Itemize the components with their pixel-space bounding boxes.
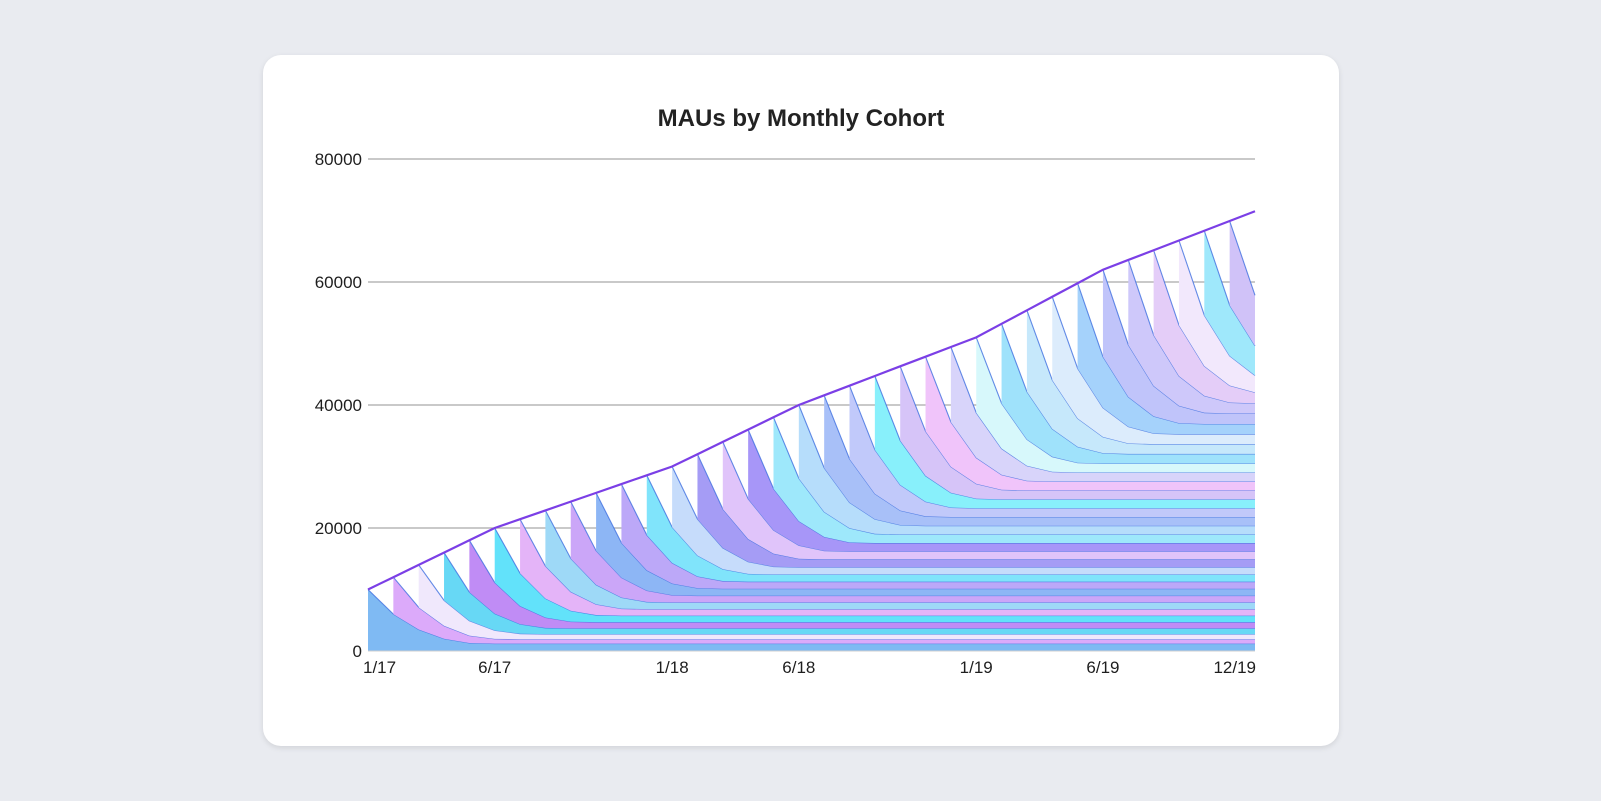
cohort-band — [646, 475, 1255, 582]
y-tick-label: 60000 — [315, 273, 362, 292]
x-tick-label: 6/19 — [1086, 658, 1119, 677]
cohort-area-chart: 0 20000 40000 60000 80000 1/17 6/17 1/18 6/18 1/1… — [315, 150, 1256, 677]
y-tick-label: 0 — [353, 642, 362, 661]
cohort-band — [494, 528, 1255, 623]
x-tick-label: 6/18 — [782, 658, 815, 677]
cohort-band — [621, 484, 1255, 589]
y-tick-label: 40000 — [315, 396, 362, 415]
cohort-edge-line — [1229, 220, 1256, 296]
x-tick-label: 6/17 — [478, 658, 511, 677]
cohort-band — [773, 417, 1255, 544]
cohort-band — [1229, 221, 1255, 346]
cohort-band — [672, 466, 1255, 575]
cohort-band — [748, 429, 1255, 552]
cohort-band — [469, 540, 1255, 629]
x-tick-label: 12/19 — [1213, 658, 1256, 677]
y-tick-label: 80000 — [315, 150, 362, 169]
y-tick-label: 20000 — [315, 519, 362, 538]
cohort-band — [824, 395, 1255, 526]
chart-card: MAUs by Monthly Cohort 0 20000 40000 60000 8… — [263, 55, 1339, 746]
total-mau-line — [367, 210, 1256, 591]
cohort-band — [1102, 269, 1255, 424]
cohort-band — [444, 552, 1255, 635]
cohort-band — [570, 501, 1255, 603]
cohort-band — [1077, 283, 1255, 435]
cohort-band — [596, 492, 1255, 596]
x-tick-label: 1/18 — [656, 658, 689, 677]
cohort-band — [1153, 250, 1255, 404]
cohort-band — [798, 405, 1255, 535]
cohort-band — [368, 589, 1255, 651]
cohort-band — [697, 454, 1255, 568]
cohort-band — [1128, 259, 1255, 414]
cohort-band — [520, 519, 1255, 616]
cohort-band — [1178, 240, 1255, 393]
cohort-band — [545, 510, 1255, 610]
x-tick-label: 1/17 — [363, 658, 396, 677]
cohort-band — [722, 441, 1255, 560]
chart-title: MAUs by Monthly Cohort — [657, 105, 945, 132]
x-tick-label: 1/19 — [960, 658, 993, 677]
cohort-band — [1204, 230, 1255, 376]
